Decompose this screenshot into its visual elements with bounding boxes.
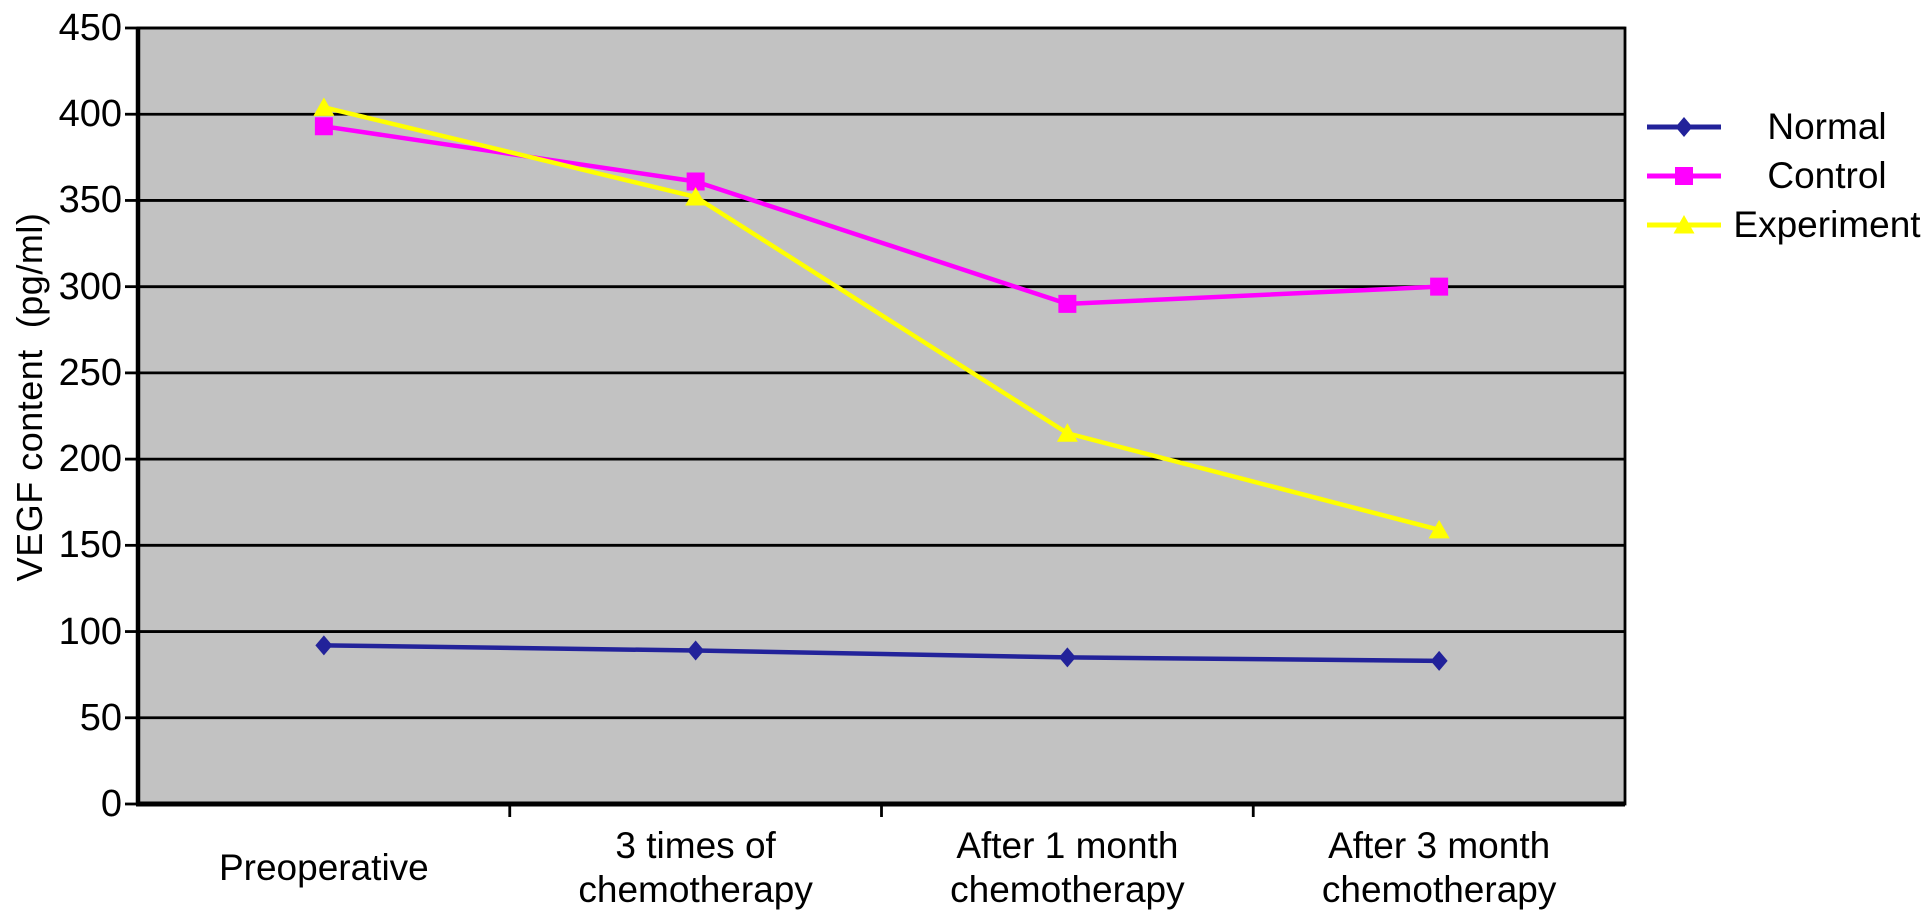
data-point-marker-normal: [315, 635, 333, 656]
data-point-marker-control: [1430, 277, 1449, 296]
legend-label-normal: Normal: [1767, 105, 1887, 147]
legend-label-experiment: Experiment: [1733, 203, 1921, 245]
y-axis-tick-label: 450: [58, 7, 122, 49]
legend-item-normal: Normal: [1645, 102, 1925, 151]
x-axis-category-label: Preoperative: [218, 847, 429, 888]
data-point-marker-control: [1058, 294, 1077, 313]
data-point-marker-normal: [1058, 647, 1076, 668]
y-axis-tick-label: 300: [58, 265, 122, 308]
legend-marker-triangle-icon: [1647, 214, 1721, 233]
y-axis-tick-label: 150: [58, 524, 122, 567]
plot-background: [138, 28, 1625, 804]
y-axis-tick-label: 0: [100, 783, 122, 825]
legend-item-experiment: Experiment: [1645, 200, 1925, 249]
legend-marker-diamond-icon: [1647, 116, 1721, 137]
data-point-marker-control: [686, 172, 705, 191]
y-axis-tick-label: 200: [58, 438, 122, 481]
series-line-experiment: [321, 105, 1442, 533]
data-point-marker-normal: [1430, 650, 1448, 671]
y-axis-tick-label: 250: [58, 351, 122, 394]
data-point-marker-experiment: [1056, 423, 1078, 442]
legend-marker-square-icon: [1647, 166, 1721, 185]
legend: Normal Control Experiment: [1645, 102, 1925, 249]
y-axis-tick-label: 50: [79, 696, 122, 739]
legend-label-control: Control: [1767, 154, 1887, 196]
data-point-marker-experiment: [1428, 519, 1450, 539]
data-point-marker-control: [314, 117, 333, 136]
y-axis-tick-label: 400: [58, 93, 122, 136]
x-axis-category-label: After 1 month chemotherapy: [950, 825, 1185, 910]
data-point-marker-normal: [687, 640, 705, 661]
y-axis-tick-label: 100: [58, 610, 122, 653]
data-point-marker-experiment: [685, 186, 707, 206]
data-point-marker-experiment: [313, 97, 335, 116]
y-axis-tick-label: 350: [58, 179, 122, 222]
series-line-normal: [321, 643, 1442, 664]
x-axis-category-label: 3 times of chemotherapy: [578, 825, 813, 910]
x-axis-category-label: After 3 month chemotherapy: [1321, 825, 1557, 910]
legend-item-control: Control: [1645, 151, 1925, 200]
